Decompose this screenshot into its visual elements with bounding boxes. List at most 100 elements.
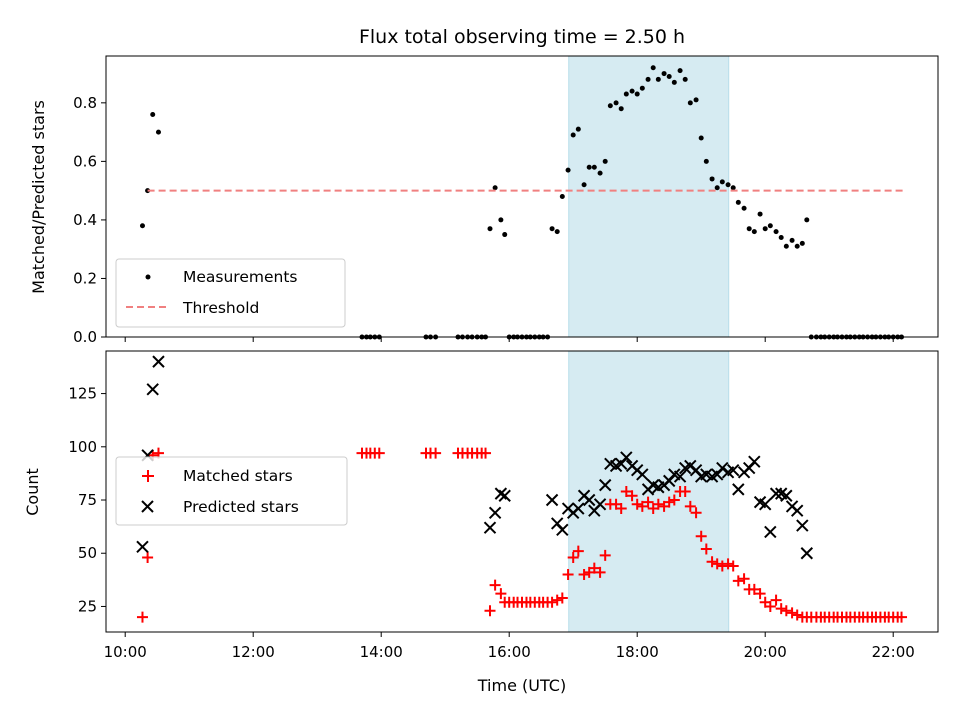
measurements-point — [773, 229, 779, 235]
x-tick-label: 16:00 — [488, 643, 531, 661]
matched-stars-point — [770, 594, 782, 606]
bottom-panel-y-tick-label: 100 — [68, 438, 97, 456]
x-axis-label: Time (UTC) — [477, 676, 566, 695]
matched-stars-point — [896, 611, 908, 623]
top-panel-y-tick-label: 0.0 — [73, 328, 97, 346]
matched-stars-point — [588, 562, 600, 574]
matched-stars-point — [679, 486, 691, 497]
x-tick-label: 22:00 — [872, 643, 915, 661]
matched-stars-point — [615, 503, 627, 515]
legend-predicted-stars-marker — [141, 500, 154, 513]
bottom-panel-y-tick-label: 50 — [78, 544, 97, 562]
legend-matched-stars-label: Matched stars — [183, 467, 293, 485]
measurements-point — [650, 65, 656, 71]
matched-stars-point — [690, 507, 702, 519]
measurements-point — [709, 176, 715, 182]
matched-stars-point — [727, 560, 739, 572]
predicted-stars-point — [716, 461, 729, 475]
x-tick-label: 18:00 — [616, 643, 659, 661]
measurements-point — [629, 88, 635, 94]
measurements-point — [618, 106, 624, 112]
measurements-point — [655, 76, 661, 82]
matched-stars-point — [668, 494, 680, 506]
measurements-point — [804, 217, 810, 223]
predicted-stars-point — [152, 355, 165, 368]
bottom-legend: Matched stars Predicted stars — [115, 456, 348, 526]
measurements-point — [671, 79, 677, 85]
measurements-point — [602, 158, 608, 164]
matched-stars-point — [684, 500, 696, 512]
matched-stars-point — [567, 551, 579, 563]
bottom-panel-x-ticks: 10:00 12:00 14:00 16:00 18:00 20:00 22:00 — [104, 632, 915, 661]
predicted-stars-point — [483, 521, 497, 534]
top-panel-x-ticks — [124, 337, 894, 342]
legend-matched-stars-marker — [142, 470, 154, 482]
bottom-panel-highlight-span — [568, 350, 730, 633]
matched-stars-point — [594, 566, 606, 578]
measurements-point — [492, 185, 498, 191]
matched-stars-point — [775, 603, 787, 615]
matched-stars-point — [546, 596, 558, 608]
matched-stars-point — [631, 498, 643, 510]
top-panel-y-tick-label: 0.2 — [73, 269, 97, 287]
measurements-point — [645, 76, 651, 82]
top-panel-y-axis-label: Matched/Predicted stars — [29, 100, 48, 294]
measurements-point — [554, 229, 560, 235]
measurements-point — [698, 135, 704, 141]
predicted-stars-point — [684, 459, 697, 473]
measurements-point — [565, 167, 571, 173]
measurements-point — [757, 211, 763, 217]
matched-stars-point — [572, 545, 584, 557]
bottom-panel-frame — [105, 350, 939, 633]
legend-predicted-stars-label: Predicted stars — [183, 498, 299, 516]
matched-stars-point — [636, 500, 648, 512]
legend-threshold-label: Threshold — [182, 299, 259, 317]
measurements-point — [139, 223, 145, 229]
matched-stars-point — [599, 549, 611, 561]
matched-stars-point — [780, 605, 792, 617]
matched-stars-point — [578, 569, 590, 581]
bottom-legend-box — [115, 456, 348, 526]
matched-stars-point — [711, 558, 723, 570]
matched-stars-point — [695, 530, 707, 542]
predicted-stars-point — [582, 493, 596, 507]
measurements-point — [767, 223, 773, 229]
predicted-stars-point — [488, 506, 502, 519]
predicted-stars-point — [556, 523, 569, 537]
predicted-stars-point — [758, 498, 772, 511]
matched-stars-point — [556, 592, 568, 604]
top-panel: 0.0 0.2 0.4 0.6 0.8 Matched/Predicted stars — [29, 55, 939, 346]
predicted-stars-point — [796, 519, 809, 532]
measurements-point — [623, 91, 629, 97]
measurements-point — [559, 194, 565, 199]
top-panel-y-ticks: 0.0 0.2 0.4 0.6 0.8 — [73, 94, 106, 346]
legend-measurements-label: Measurements — [183, 268, 298, 286]
matched-stars-point — [706, 556, 718, 568]
measurements-point — [487, 226, 493, 232]
x-tick-label: 20:00 — [744, 643, 787, 661]
predicted-stars-point — [726, 464, 740, 477]
x-tick-label: 14:00 — [360, 643, 403, 661]
measurements-point — [719, 179, 725, 185]
matched-stars-point — [652, 498, 664, 510]
measurements-point — [150, 112, 156, 118]
matched-stars-point — [480, 447, 492, 459]
measurements-point — [762, 226, 768, 232]
measurements-point — [751, 229, 757, 235]
matched-stars-point — [642, 496, 654, 508]
measurements-point — [597, 170, 603, 176]
measurements-point — [591, 164, 597, 170]
predicted-stars-point — [494, 487, 508, 500]
top-panel-frame — [105, 55, 939, 338]
top-panel-y-tick-label: 0.6 — [73, 152, 97, 170]
predicted-stars-point — [636, 468, 649, 481]
measurements-point — [575, 126, 581, 132]
measurements-point — [581, 182, 587, 188]
measurements-point — [794, 243, 800, 249]
matched-stars-point — [136, 611, 148, 623]
measurements-point — [613, 100, 619, 106]
measurements-point — [741, 205, 747, 211]
top-legend-box — [115, 258, 346, 328]
chart-title: Flux total observing time = 2.50 h — [359, 26, 685, 48]
